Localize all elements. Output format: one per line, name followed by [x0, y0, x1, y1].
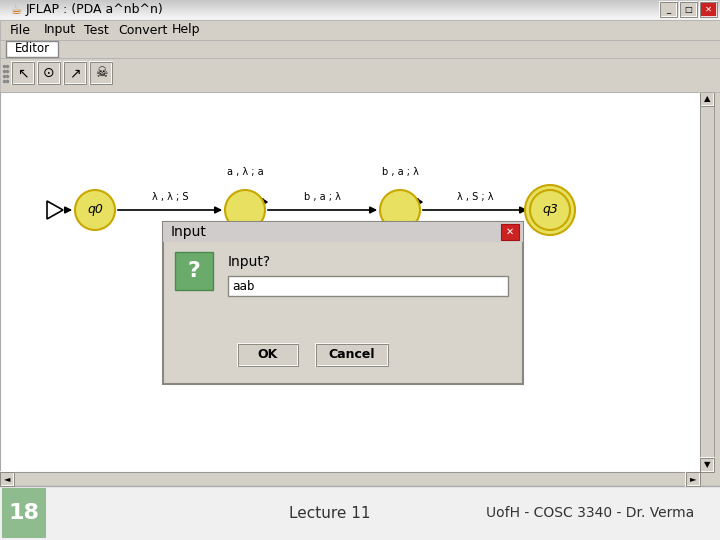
Circle shape [380, 190, 420, 230]
FancyBboxPatch shape [163, 222, 523, 242]
Text: ◄: ◄ [4, 475, 10, 483]
Text: b , a ; λ: b , a ; λ [304, 192, 341, 202]
FancyBboxPatch shape [6, 41, 58, 57]
Text: Editor: Editor [14, 43, 50, 56]
Text: UofH - COSC 3340 - Dr. Verma: UofH - COSC 3340 - Dr. Verma [486, 506, 694, 520]
FancyBboxPatch shape [0, 12, 720, 13]
FancyBboxPatch shape [0, 0, 720, 20]
Text: Input: Input [44, 24, 76, 37]
Text: q3: q3 [542, 204, 558, 217]
FancyBboxPatch shape [0, 10, 720, 11]
FancyBboxPatch shape [0, 486, 720, 540]
FancyBboxPatch shape [12, 62, 34, 84]
Text: Convert: Convert [118, 24, 167, 37]
Text: ↗: ↗ [69, 66, 81, 80]
FancyBboxPatch shape [175, 252, 213, 290]
FancyBboxPatch shape [0, 9, 720, 10]
Circle shape [225, 190, 265, 230]
FancyBboxPatch shape [0, 18, 720, 19]
FancyBboxPatch shape [0, 5, 720, 6]
FancyBboxPatch shape [0, 40, 720, 58]
Text: q0: q0 [87, 204, 103, 217]
Text: 18: 18 [9, 503, 40, 523]
Text: JFLAP : (PDA a^nb^n): JFLAP : (PDA a^nb^n) [26, 3, 163, 17]
FancyBboxPatch shape [0, 20, 720, 40]
FancyBboxPatch shape [501, 224, 519, 240]
Text: ☠: ☠ [95, 66, 107, 80]
FancyBboxPatch shape [0, 11, 720, 12]
Text: ☕: ☕ [10, 3, 22, 17]
Text: λ , S ; λ: λ , S ; λ [456, 192, 493, 202]
Text: ?: ? [188, 261, 200, 281]
FancyBboxPatch shape [0, 92, 700, 472]
Text: □: □ [685, 5, 693, 14]
FancyBboxPatch shape [0, 2, 720, 3]
FancyBboxPatch shape [0, 4, 720, 5]
Text: λ , λ ; S: λ , λ ; S [152, 192, 188, 202]
Text: ▲: ▲ [703, 94, 710, 104]
FancyBboxPatch shape [0, 17, 720, 18]
FancyBboxPatch shape [90, 62, 112, 84]
FancyBboxPatch shape [0, 14, 720, 15]
Polygon shape [47, 201, 63, 219]
Text: Help: Help [172, 24, 200, 37]
Text: ↖: ↖ [17, 66, 29, 80]
Text: File: File [10, 24, 31, 37]
FancyBboxPatch shape [163, 222, 523, 384]
FancyBboxPatch shape [0, 0, 720, 1]
Text: ►: ► [690, 475, 696, 483]
FancyBboxPatch shape [238, 344, 298, 366]
FancyBboxPatch shape [0, 6, 720, 7]
FancyBboxPatch shape [0, 8, 720, 9]
FancyBboxPatch shape [0, 472, 700, 486]
FancyBboxPatch shape [0, 3, 720, 4]
FancyBboxPatch shape [680, 2, 697, 17]
FancyBboxPatch shape [660, 2, 677, 17]
Circle shape [75, 190, 115, 230]
Text: ✕: ✕ [705, 5, 712, 14]
FancyBboxPatch shape [0, 7, 720, 8]
FancyBboxPatch shape [0, 19, 720, 20]
FancyBboxPatch shape [0, 13, 720, 14]
Text: _: _ [667, 5, 670, 14]
FancyBboxPatch shape [0, 1, 720, 2]
Text: b , a ; λ: b , a ; λ [382, 167, 418, 177]
Text: a , λ ; a: a , λ ; a [227, 167, 264, 177]
Text: ▼: ▼ [703, 461, 710, 469]
FancyBboxPatch shape [700, 92, 714, 106]
FancyBboxPatch shape [0, 16, 720, 17]
FancyBboxPatch shape [316, 344, 388, 366]
FancyBboxPatch shape [700, 458, 714, 472]
Text: Test: Test [84, 24, 109, 37]
Text: Input?: Input? [228, 255, 271, 269]
Text: ✕: ✕ [506, 227, 514, 237]
Circle shape [530, 190, 570, 230]
FancyBboxPatch shape [0, 15, 720, 16]
Text: Cancel: Cancel [329, 348, 375, 361]
FancyBboxPatch shape [228, 276, 508, 296]
Text: Input: Input [171, 225, 207, 239]
FancyBboxPatch shape [0, 58, 720, 92]
FancyBboxPatch shape [64, 62, 86, 84]
Text: ⊙: ⊙ [43, 66, 55, 80]
Text: aab: aab [232, 280, 254, 293]
FancyBboxPatch shape [700, 92, 714, 472]
FancyBboxPatch shape [686, 472, 700, 486]
Circle shape [525, 185, 575, 235]
Text: Lecture 11: Lecture 11 [289, 505, 371, 521]
FancyBboxPatch shape [700, 2, 717, 17]
FancyBboxPatch shape [0, 472, 14, 486]
FancyBboxPatch shape [2, 488, 46, 538]
FancyBboxPatch shape [38, 62, 60, 84]
Text: OK: OK [258, 348, 278, 361]
